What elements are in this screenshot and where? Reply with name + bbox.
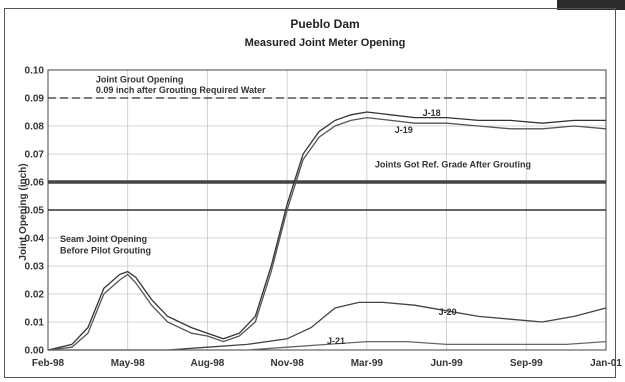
x-tick-label: May-98 — [111, 358, 145, 369]
annotation-label: J-20 — [439, 307, 457, 317]
annotation-label: J-19 — [395, 125, 413, 135]
y-tick-label: 0.01 — [25, 318, 45, 329]
series-line — [47, 111, 606, 351]
annotation-label: Before Pilot Grouting — [60, 245, 151, 255]
x-tick-label: Jan-01 — [590, 358, 622, 369]
series-lines — [47, 111, 607, 351]
annotation-label: J-18 — [423, 108, 441, 118]
y-tick-label: 0.08 — [25, 122, 45, 133]
chart-subtitle: Measured Joint Meter Opening — [245, 37, 406, 49]
y-tick-label: 0.00 — [25, 346, 45, 357]
annotation-label: Joints Got Ref. Grade After Grouting — [375, 159, 531, 169]
y-tick-labels: 0.00 0.01 0.02 0.03 0.04 0.05 0.06 0.07 0.08 0.09… — [25, 66, 45, 357]
annotation-label: Joint Grout Opening — [96, 75, 184, 85]
series-line — [48, 340, 607, 351]
x-tick-label: Sep-99 — [510, 358, 543, 369]
y-tick-label: 0.09 — [25, 94, 45, 105]
y-tick-label: 0.06 — [25, 178, 45, 189]
x-tick-label: Jun-99 — [430, 358, 463, 369]
x-tick-label: Aug-98 — [190, 358, 224, 369]
y-tick-label: 0.07 — [25, 150, 45, 161]
x-tick-label: Feb-98 — [32, 358, 65, 369]
y-tick-label: 0.03 — [25, 262, 45, 273]
y-tick-label: 0.04 — [25, 234, 45, 245]
annotation-label: Seam Joint Opening — [60, 234, 147, 244]
reference-lines — [48, 97, 606, 211]
y-tick-label: 0.10 — [25, 66, 45, 77]
x-tick-labels: Feb-98 May-98 Aug-98 Nov-98 Mar-99 Jun-99 Sep-… — [32, 358, 622, 369]
annotation-label: J-21 — [327, 336, 345, 346]
series-line — [47, 116, 607, 351]
y-tick-label: 0.02 — [25, 290, 45, 301]
annotation-label: 0.09 inch after Grouting Required Water — [96, 85, 266, 95]
x-tick-label: Mar-99 — [351, 358, 384, 369]
y-tick-label: 0.05 — [25, 206, 45, 217]
x-tick-label: Nov-98 — [270, 358, 304, 369]
y-axis-label: Joint Opening (inch) — [18, 163, 29, 260]
chart-title: Pueblo Dam — [290, 17, 359, 31]
chart-frame — [4, 8, 616, 378]
corner-bar — [557, 0, 625, 10]
